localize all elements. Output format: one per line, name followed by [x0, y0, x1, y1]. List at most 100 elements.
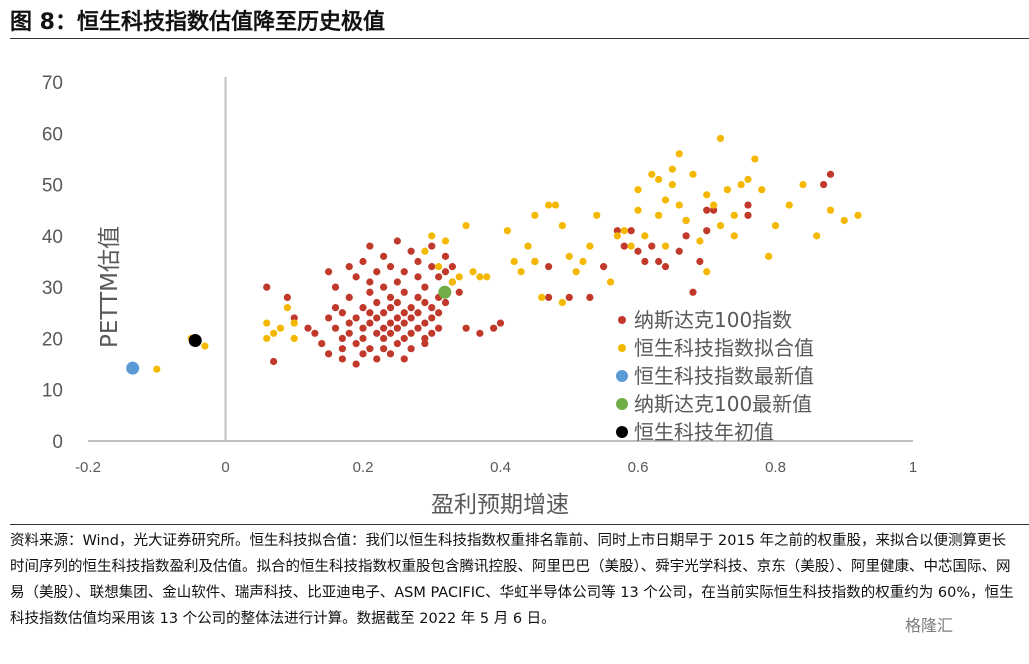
data-point [421, 319, 429, 327]
data-point [558, 222, 566, 230]
data-point [710, 206, 718, 214]
data-point [813, 232, 821, 240]
data-point [510, 257, 518, 266]
data-point [400, 355, 408, 363]
data-point [393, 278, 401, 286]
data-point [325, 314, 333, 322]
data-point [448, 278, 456, 286]
data-point [428, 329, 436, 337]
legend-marker [616, 398, 628, 410]
data-point [765, 252, 773, 260]
data-point [380, 345, 388, 353]
data-point [428, 263, 436, 271]
data-point [407, 314, 415, 322]
legend-marker [616, 370, 628, 382]
data-point [359, 304, 367, 312]
data-point [744, 201, 752, 209]
data-point [393, 324, 401, 332]
data-point [586, 242, 594, 250]
data-point [366, 288, 374, 296]
data-point [338, 355, 346, 363]
data-point [668, 165, 676, 173]
figure-title: 图 8：恒生科技指数估值降至历史极值 [10, 10, 385, 35]
data-point [318, 339, 326, 348]
data-point [386, 329, 395, 337]
data-point [270, 329, 278, 337]
data-point [407, 247, 415, 255]
data-point [373, 329, 381, 337]
data-point [648, 170, 656, 178]
data-point [380, 334, 388, 343]
data-point [414, 273, 422, 281]
data-point [600, 263, 608, 271]
data-point [661, 263, 670, 271]
data-point [723, 186, 731, 194]
y-tick-label: 50 [42, 176, 63, 197]
data-point [703, 227, 711, 235]
data-point [331, 324, 340, 332]
x-axis-title: 盈利预期增速 [431, 492, 569, 518]
y-tick-label: 40 [42, 227, 63, 248]
data-point [414, 257, 422, 266]
source-note: 资料来源：Wind，光大证券研究所。恒生科技拟合值：我们以恒生科技指数权重排名靠… [10, 533, 1014, 627]
legend-label: 恒生科技指数最新值 [634, 364, 814, 388]
data-point [393, 237, 401, 245]
data-point [716, 222, 725, 230]
data-point [620, 227, 628, 235]
data-point [290, 314, 298, 322]
data-point [435, 263, 443, 271]
data-point [641, 257, 649, 266]
data-point [386, 304, 395, 312]
legend-label: 纳斯达克100指数 [634, 308, 792, 332]
data-point [448, 263, 456, 271]
data-point [551, 201, 560, 209]
data-point [276, 324, 285, 332]
data-point [428, 314, 436, 322]
data-point [545, 263, 553, 271]
data-point [380, 283, 388, 291]
data-point [345, 293, 353, 301]
data-point [641, 232, 649, 240]
data-point [188, 333, 202, 347]
data-point [737, 180, 745, 189]
data-point [338, 334, 346, 343]
data-point [414, 309, 422, 317]
data-point [345, 263, 353, 271]
data-point [421, 339, 429, 348]
y-tick-label: 70 [42, 73, 63, 94]
data-point [435, 273, 443, 281]
data-point [352, 339, 360, 348]
data-point [366, 309, 374, 317]
data-point [290, 334, 298, 343]
legend-label: 恒生科技指数拟合值 [634, 336, 814, 360]
x-tick-label: 0 [221, 459, 229, 476]
y-tick-label: 60 [42, 124, 63, 145]
data-point [407, 304, 415, 312]
data-point [517, 268, 525, 276]
data-point [565, 252, 573, 260]
data-point [655, 257, 663, 266]
watermark-logo: 格隆汇 [905, 616, 954, 635]
data-point [613, 227, 621, 235]
data-point [380, 324, 388, 332]
data-point [668, 180, 676, 189]
data-point [689, 288, 697, 296]
data-point [730, 232, 738, 240]
data-point [421, 298, 429, 307]
data-point [854, 211, 862, 219]
data-point [400, 288, 408, 296]
data-point [366, 278, 374, 286]
data-point [263, 334, 271, 343]
data-point [682, 232, 690, 240]
data-point [771, 222, 780, 230]
data-point [558, 298, 566, 307]
x-tick-label: 0.4 [490, 459, 511, 476]
data-point [359, 350, 367, 358]
data-point [572, 268, 580, 276]
x-tick-label: 0.8 [765, 459, 786, 476]
data-point [435, 324, 443, 332]
data-point [428, 232, 436, 240]
data-point [400, 319, 408, 327]
data-point [462, 222, 470, 230]
data-point [545, 293, 553, 301]
